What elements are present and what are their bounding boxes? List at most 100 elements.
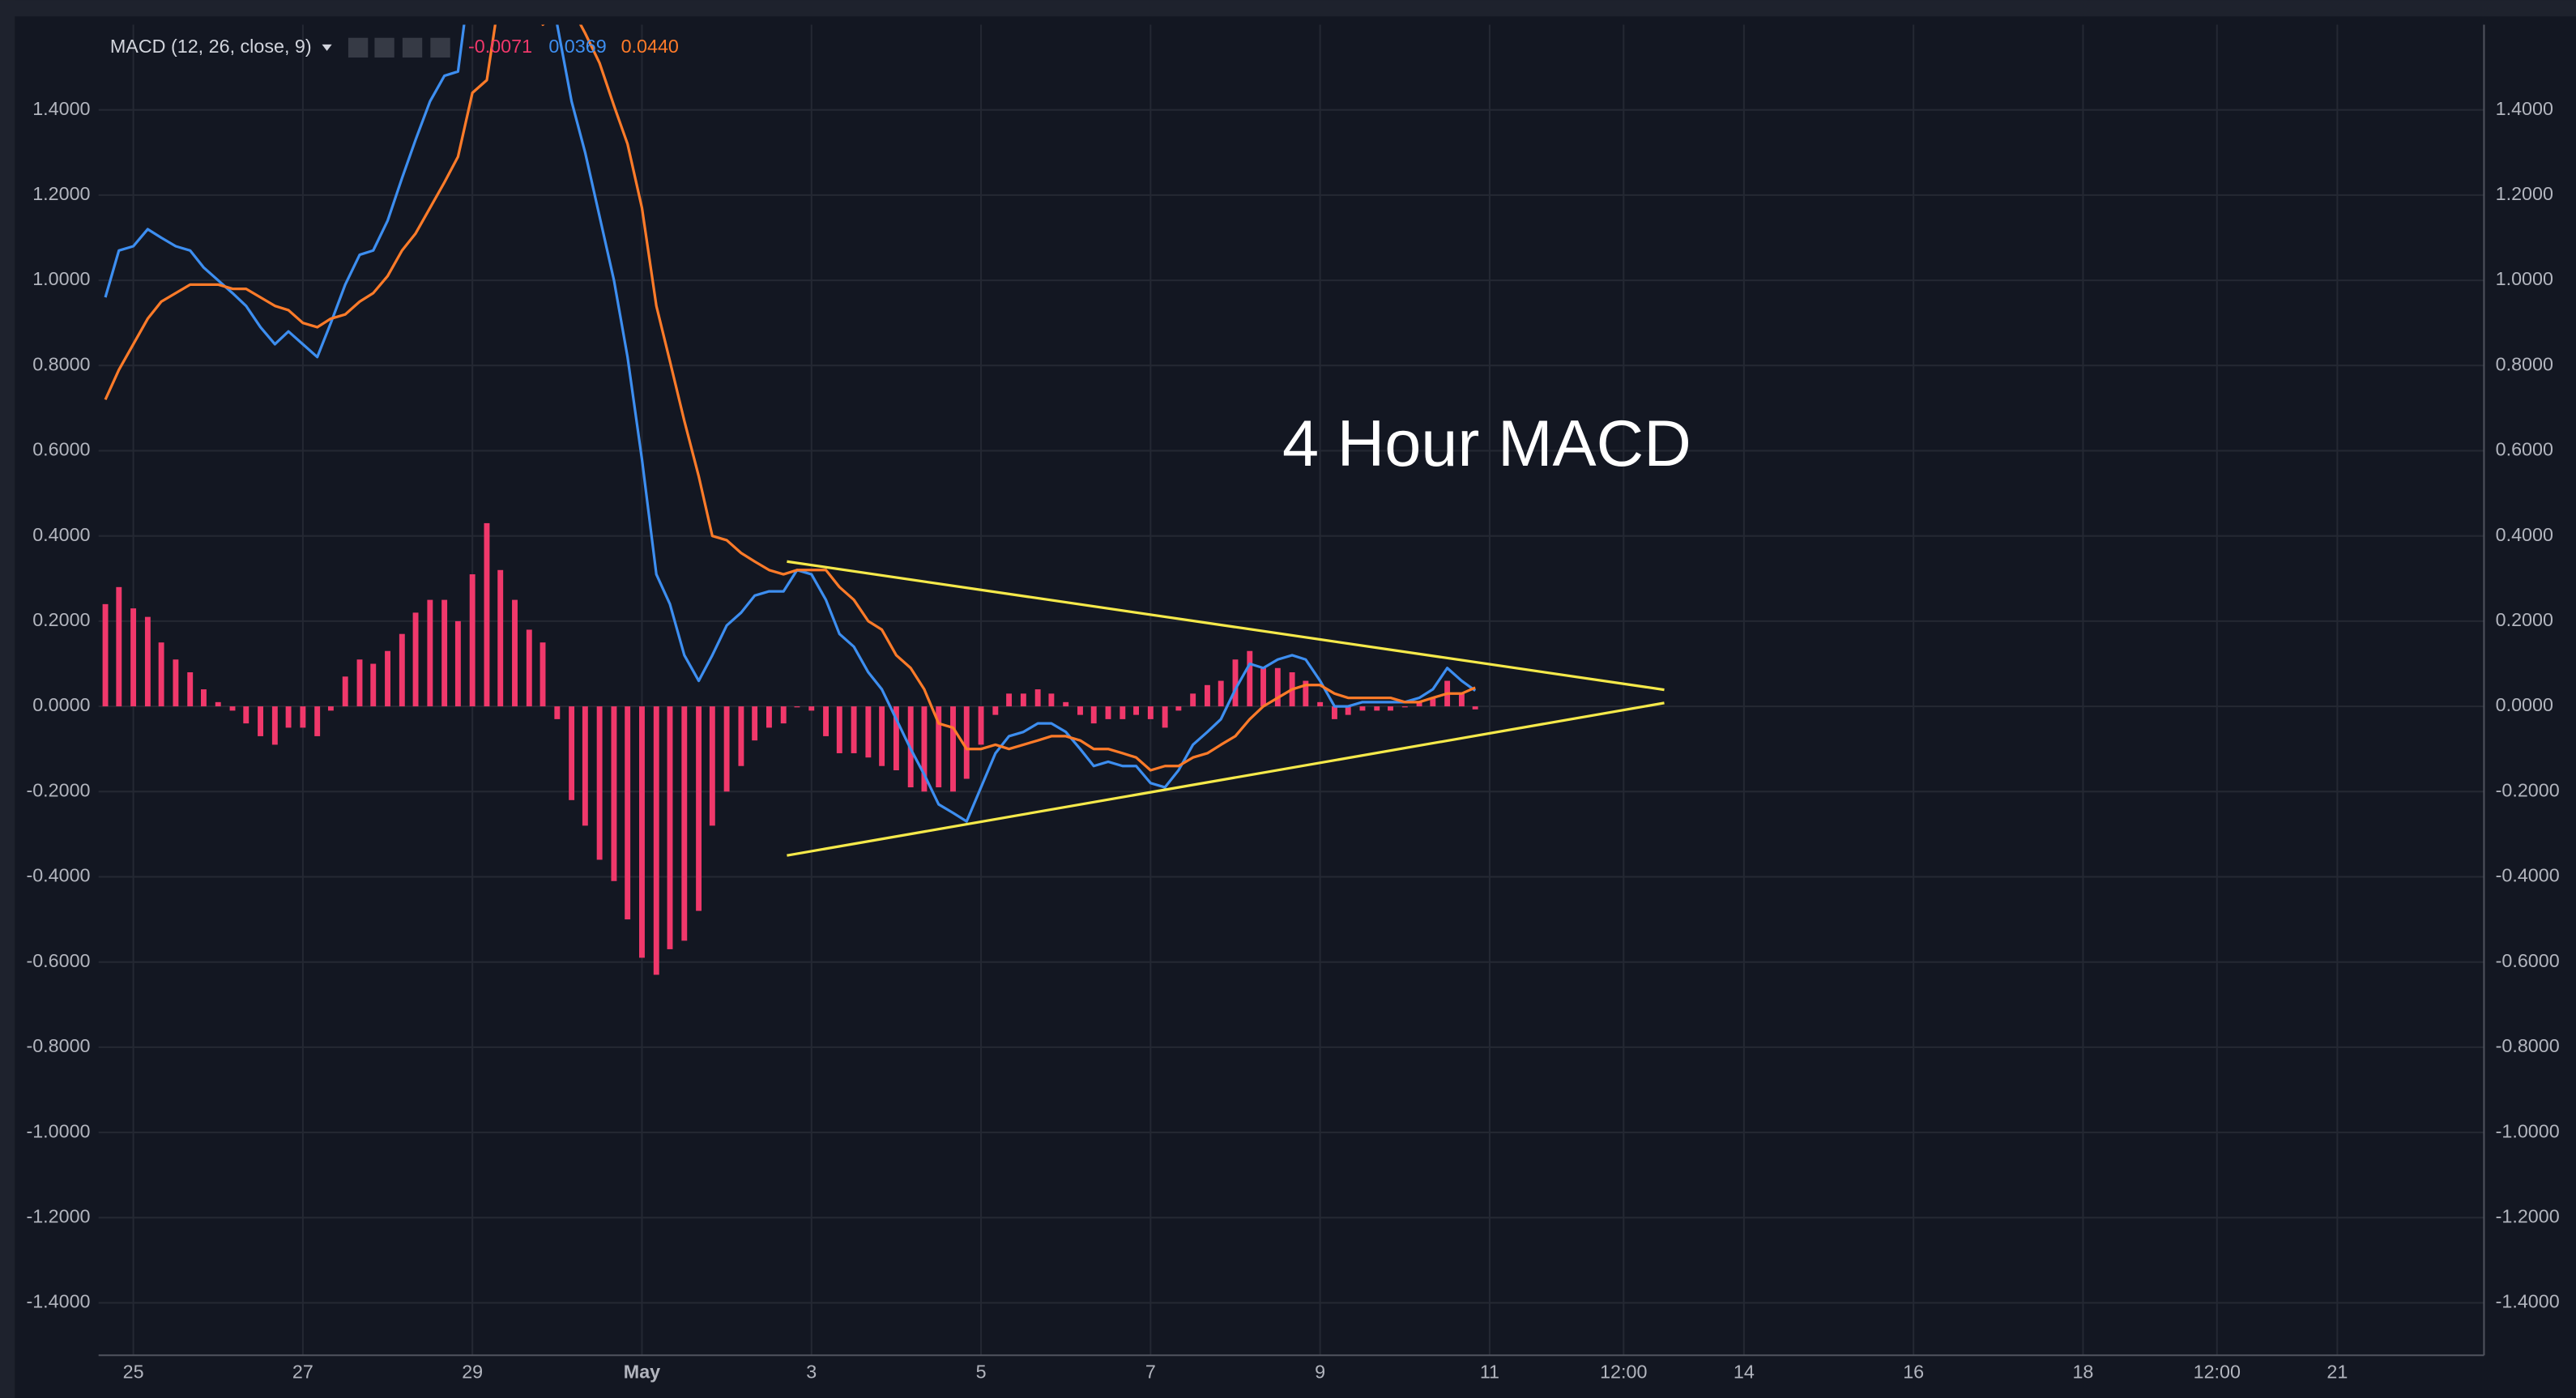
x-tick-label: 16: [1903, 1362, 1924, 1383]
histogram-bar: [1317, 701, 1324, 707]
y-tick-label-right: 0.2000: [2496, 609, 2553, 630]
histogram-bar: [1260, 667, 1266, 707]
histogram-bar: [978, 706, 984, 745]
histogram-bar: [1190, 693, 1196, 707]
histogram-bar: [1147, 706, 1154, 719]
histogram-bar: [1331, 706, 1337, 719]
y-tick-label: -0.6000: [26, 950, 90, 971]
settings-button[interactable]: [374, 37, 395, 58]
y-tick-label: -0.4000: [26, 865, 90, 886]
histogram-bar: [1247, 650, 1253, 707]
histogram-bar: [1430, 697, 1436, 707]
histogram-bar: [454, 620, 461, 707]
histogram-bar: [851, 706, 857, 753]
y-tick-label-right: -1.2000: [2496, 1205, 2560, 1226]
remove-button[interactable]: [430, 37, 450, 58]
histogram-bar: [1472, 706, 1478, 710]
histogram-bar: [1274, 667, 1281, 707]
y-tick-label-right: 0.0000: [2496, 694, 2553, 715]
plot-area: [102, 24, 1665, 975]
histogram-bar: [512, 599, 518, 707]
y-tick-label-right: -0.4000: [2496, 865, 2560, 886]
dropdown-arrow[interactable]: [322, 44, 332, 51]
x-tick-label: 9: [1315, 1362, 1325, 1383]
histogram-bar: [243, 706, 249, 724]
indicator-title: MACD (12, 26, close, 9): [110, 36, 312, 57]
add-button[interactable]: [402, 37, 423, 58]
x-tick-label: 7: [1145, 1362, 1156, 1383]
y-tick-label: -1.2000: [26, 1205, 90, 1226]
toolbar-strip: [0, 0, 2576, 17]
x-tick-label: 29: [462, 1362, 483, 1383]
histogram-bar: [569, 706, 575, 800]
histogram-bar: [1232, 659, 1239, 707]
histogram-bar: [752, 706, 758, 741]
y-tick-label: 0.2000: [32, 609, 90, 630]
y-tick-label-right: -1.4000: [2496, 1291, 2560, 1312]
histogram-bar: [738, 706, 744, 766]
histogram-bar: [285, 706, 292, 728]
y-tick-label: -0.2000: [26, 779, 90, 800]
x-tick-label: 27: [292, 1362, 313, 1383]
y-tick-label-right: 1.0000: [2496, 268, 2553, 289]
histogram-bar: [258, 706, 264, 736]
histogram-bar: [1063, 701, 1069, 707]
histogram-bar: [1401, 706, 1408, 708]
y-tick-label-right: -0.6000: [2496, 950, 2560, 971]
histogram-bar: [1162, 706, 1168, 728]
histogram-bar: [300, 706, 306, 728]
x-tick-label: 25: [123, 1362, 144, 1383]
histogram-bar: [950, 706, 956, 792]
histogram-bar: [158, 642, 164, 707]
histogram-bar: [1048, 693, 1055, 707]
histogram-bar: [427, 599, 433, 707]
histogram-bar: [808, 706, 815, 711]
histogram-bar: [992, 706, 999, 715]
visibility-button[interactable]: [348, 37, 369, 58]
line-series: [104, 24, 1476, 772]
histogram-bar: [611, 706, 617, 881]
y-tick-label: 0.0000: [32, 694, 90, 715]
histogram-bar: [625, 706, 631, 920]
histogram-bar: [1105, 706, 1111, 719]
y-tick-label: 0.4000: [32, 524, 90, 545]
trendline: [787, 560, 1665, 692]
x-tick-label: 3: [806, 1362, 817, 1383]
y-tick-label: 0.6000: [32, 439, 90, 460]
x-tick-label: 11: [1480, 1362, 1499, 1383]
histogram-bar: [1090, 706, 1097, 724]
histogram-bar: [215, 701, 221, 707]
histogram-bar: [441, 599, 448, 707]
histogram-bar: [1416, 701, 1422, 707]
histogram-bar: [200, 689, 207, 707]
histogram-bar: [1175, 706, 1182, 711]
histogram-bar: [1077, 706, 1083, 715]
legend-value: -0.0071: [468, 36, 532, 57]
histogram-bar: [681, 706, 688, 941]
y-tick-label-right: 1.2000: [2496, 183, 2553, 204]
x-tick-label: 12:00: [1600, 1362, 1647, 1383]
histogram-bar: [794, 706, 800, 708]
histogram-bar: [497, 569, 504, 707]
labels: 1.4000 1.4000 1.2000 1.2000 1.0000 1.0000 0.80…: [26, 98, 2559, 1383]
histogram-bar: [130, 608, 137, 707]
histogram-bar: [370, 663, 377, 707]
histogram-bar: [1120, 706, 1126, 719]
histogram-bar: [484, 522, 490, 707]
histogram-bar: [1388, 706, 1393, 711]
histogram-bar: [596, 706, 603, 860]
histogram-bar: [921, 706, 928, 792]
y-tick-label: 1.2000: [32, 183, 90, 204]
histogram-bar: [653, 706, 659, 975]
y-tick-label: -1.0000: [26, 1120, 90, 1141]
histogram-bar: [823, 706, 829, 736]
histogram-bar: [1205, 684, 1210, 707]
histogram-bar: [709, 706, 715, 826]
y-tick-label-right: -1.0000: [2496, 1120, 2560, 1141]
y-tick-label-right: 1.4000: [2496, 98, 2553, 119]
histogram-bar: [144, 616, 151, 707]
histogram-bar: [865, 706, 872, 758]
legend-value: 0.0440: [621, 36, 679, 57]
histogram-bar: [554, 706, 561, 719]
histogram-bar: [102, 603, 109, 707]
